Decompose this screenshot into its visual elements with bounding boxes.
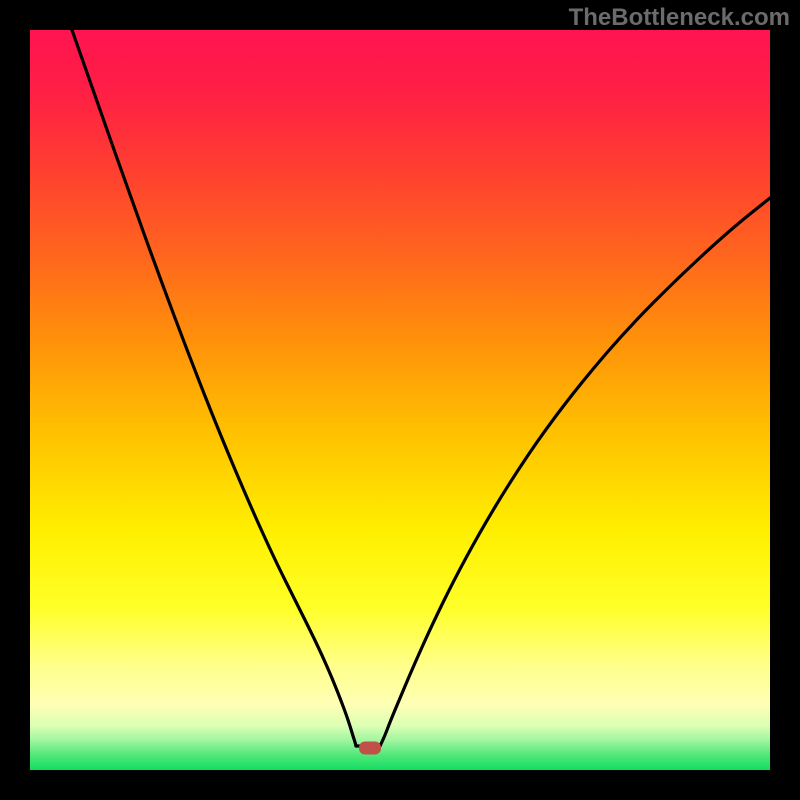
chart-svg (0, 0, 800, 800)
minimum-marker (359, 742, 381, 755)
gradient-plot-area (30, 30, 770, 770)
chart-container: TheBottleneck.com (0, 0, 800, 800)
watermark-text: TheBottleneck.com (569, 4, 790, 32)
